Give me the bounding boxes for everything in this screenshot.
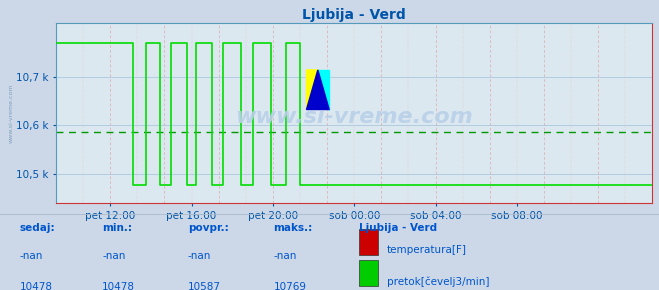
- Text: min.:: min.:: [102, 223, 132, 233]
- Text: -nan: -nan: [273, 251, 297, 261]
- Polygon shape: [306, 70, 329, 110]
- Text: povpr.:: povpr.:: [188, 223, 229, 233]
- Title: Ljubija - Verd: Ljubija - Verd: [302, 8, 406, 22]
- Text: 10587: 10587: [188, 282, 221, 290]
- Text: 10478: 10478: [102, 282, 135, 290]
- Text: www.si-vreme.com: www.si-vreme.com: [235, 107, 473, 127]
- FancyBboxPatch shape: [359, 229, 378, 255]
- FancyBboxPatch shape: [359, 260, 378, 286]
- Text: www.si-vreme.com: www.si-vreme.com: [9, 83, 14, 143]
- Text: -nan: -nan: [20, 251, 43, 261]
- Text: temperatura[F]: temperatura[F]: [387, 245, 467, 255]
- Text: sedaj:: sedaj:: [20, 223, 55, 233]
- Text: pretok[čevelj3/min]: pretok[čevelj3/min]: [387, 276, 490, 287]
- Text: maks.:: maks.:: [273, 223, 313, 233]
- Text: 10769: 10769: [273, 282, 306, 290]
- Text: 10478: 10478: [20, 282, 53, 290]
- Polygon shape: [318, 70, 329, 110]
- Text: -nan: -nan: [188, 251, 211, 261]
- Text: Ljubija - Verd: Ljubija - Verd: [359, 223, 438, 233]
- Text: -nan: -nan: [102, 251, 125, 261]
- Polygon shape: [306, 70, 318, 110]
